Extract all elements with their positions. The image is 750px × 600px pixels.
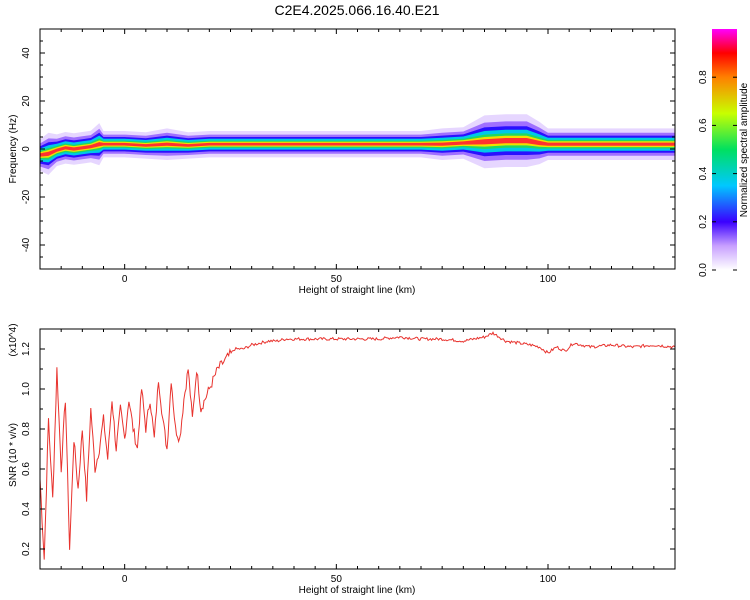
colorbar-label: Normalized spectral amplitude [739,82,750,217]
spectrogram-xlabel: Height of straight line (km) [299,285,416,296]
snr-series [40,331,675,560]
snr-ytick-label: 0.4 [21,502,32,516]
snr-xlabel: Height of straight line (km) [299,585,416,596]
snr-series-line [40,331,675,560]
figure-title: C2E4.2025.066.16.40.E21 [274,2,439,18]
spectrogram-band-red [40,138,675,157]
snr-ytick-label: 0.6 [21,462,32,476]
colorbar-tick-label: 0.6 [698,118,709,132]
spectrogram-xtick-label: 50 [331,274,343,285]
colorbar-gradient [712,29,737,270]
snr-xtick-label: 50 [331,574,343,585]
spectrogram-xtick-label: 0 [122,274,128,285]
snr-ylabel: SNR (10 * v/v) [8,423,19,487]
snr-ytick-label: 0.8 [21,422,32,436]
colorbar-tick-label: 0.4 [698,166,709,180]
colorbar-ticks: 0.0 0.2 0.4 0.6 0.8 [698,70,737,277]
colorbar: 0.0 0.2 0.4 0.6 0.8 Normalized spectral ampl… [698,29,750,277]
spectrogram-bands [40,114,675,175]
spectrogram-ytick-label: 40 [21,47,32,59]
snr-xtick-label: 100 [540,574,557,585]
snr-ytick-label: 1.0 [21,382,32,396]
spectrogram-ylabel: Frequency (Hz) [8,115,19,184]
spectrogram-ytick-label: -20 [21,189,32,204]
snr-plot-area [40,329,675,569]
colorbar-tick-label: 0.2 [698,214,709,228]
snr-scale-note: (x10^4) [8,323,19,356]
spectrogram-ticks: 0 50 100 -40 -20 0 20 40 [21,28,676,285]
spectrogram-xtick-label: 100 [540,274,557,285]
snr-ytick-label: 1.2 [21,342,32,356]
snr-panel: 0 50 100 0.2 0.4 0.6 0.8 1.0 1.2 Height of strai… [8,323,676,596]
spectrogram-panel: 0 50 100 -40 -20 0 20 40 Height of straight lin… [8,28,676,296]
snr-ticks: 0 50 100 0.2 0.4 0.6 0.8 1.0 1.2 [21,328,676,585]
colorbar-tick-label: 0.8 [698,70,709,84]
spectrogram-ytick-label: 20 [21,95,32,107]
snr-ytick-label: 0.2 [21,542,32,556]
spectrogram-ytick-label: -40 [21,237,32,252]
spectrogram-ytick-label: 0 [21,146,32,152]
snr-xtick-label: 0 [122,574,128,585]
colorbar-tick-label: 0.0 [698,263,709,277]
